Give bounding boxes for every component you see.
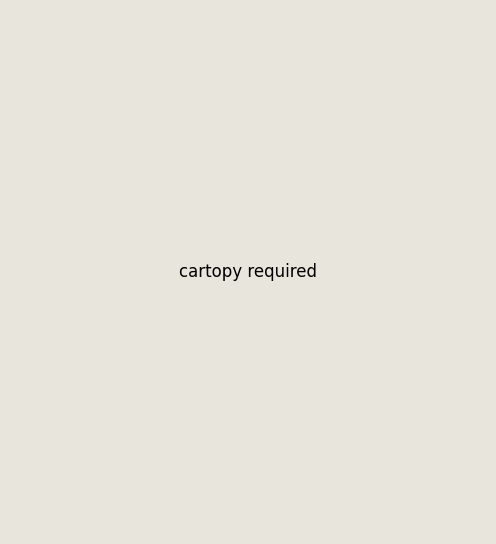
Text: cartopy required: cartopy required [179, 263, 317, 281]
